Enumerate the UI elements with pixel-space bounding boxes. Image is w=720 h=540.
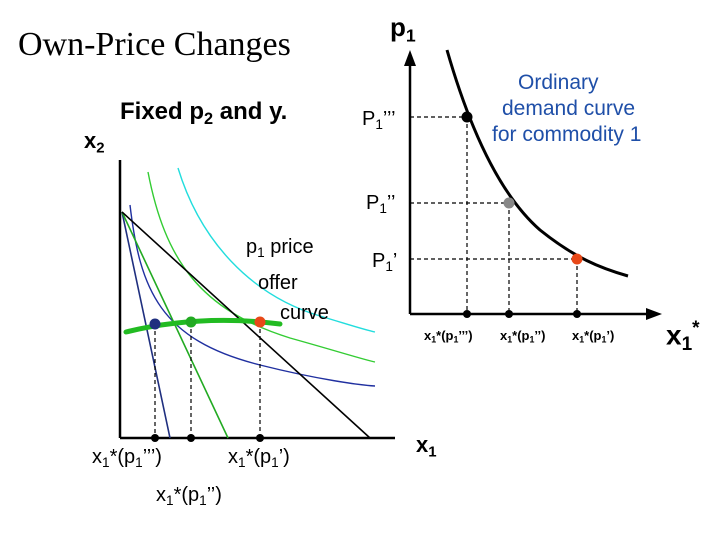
price-label-high: P1’’’ xyxy=(362,108,396,133)
subtitle: Fixed p2 and y. xyxy=(120,98,288,128)
offer-point-low xyxy=(149,318,161,330)
right-x-arrow xyxy=(646,308,662,320)
right-y-axis-label: p1 xyxy=(390,12,416,46)
offer-point-mid xyxy=(185,316,197,328)
indifference-curve-high xyxy=(177,167,376,333)
x-axis-point-mid xyxy=(187,434,195,442)
left-y-axis-label: x2 xyxy=(84,128,105,157)
right-x-axis-label: x1* xyxy=(666,318,700,356)
right-axis-point-2 xyxy=(505,310,513,318)
indifference-curve-low xyxy=(129,204,376,387)
slide-title: Own-Price Changes xyxy=(18,26,291,63)
offer-curve-label: p1 price offer curve xyxy=(246,236,329,325)
demand-curve-label: Ordinary demand curve for commodity 1 xyxy=(492,71,642,146)
demand-curve xyxy=(445,49,629,278)
budget-line-high xyxy=(121,211,371,439)
demand-point-low-price xyxy=(571,253,583,265)
budget-line-low xyxy=(121,211,171,439)
demand-point-mid-price xyxy=(503,197,515,209)
left-tick-label-low: x1*(p1’’’) xyxy=(92,446,162,471)
offer-point-high xyxy=(254,316,266,328)
right-axis-point-3 xyxy=(573,310,581,318)
x-axis-point-low xyxy=(151,434,159,442)
right-tick-label-3: x1*(p1’) xyxy=(572,328,615,345)
price-label-low: P1’ xyxy=(372,250,398,275)
price-label-mid: P1’’ xyxy=(366,192,396,217)
left-x-axis-label: x1 xyxy=(416,432,437,461)
demand-point-high-price xyxy=(461,111,473,123)
left-tick-label-high: x1*(p1’) xyxy=(228,446,290,471)
x-axis-point-high xyxy=(256,434,264,442)
left-tick-label-mid: x1*(p1’’) xyxy=(156,484,222,509)
right-tick-label-2: x1*(p1’’) xyxy=(500,328,546,345)
right-axis-point-1 xyxy=(463,310,471,318)
right-y-arrow xyxy=(404,50,416,66)
right-tick-label-1: x1*(p1’’’) xyxy=(424,328,473,345)
